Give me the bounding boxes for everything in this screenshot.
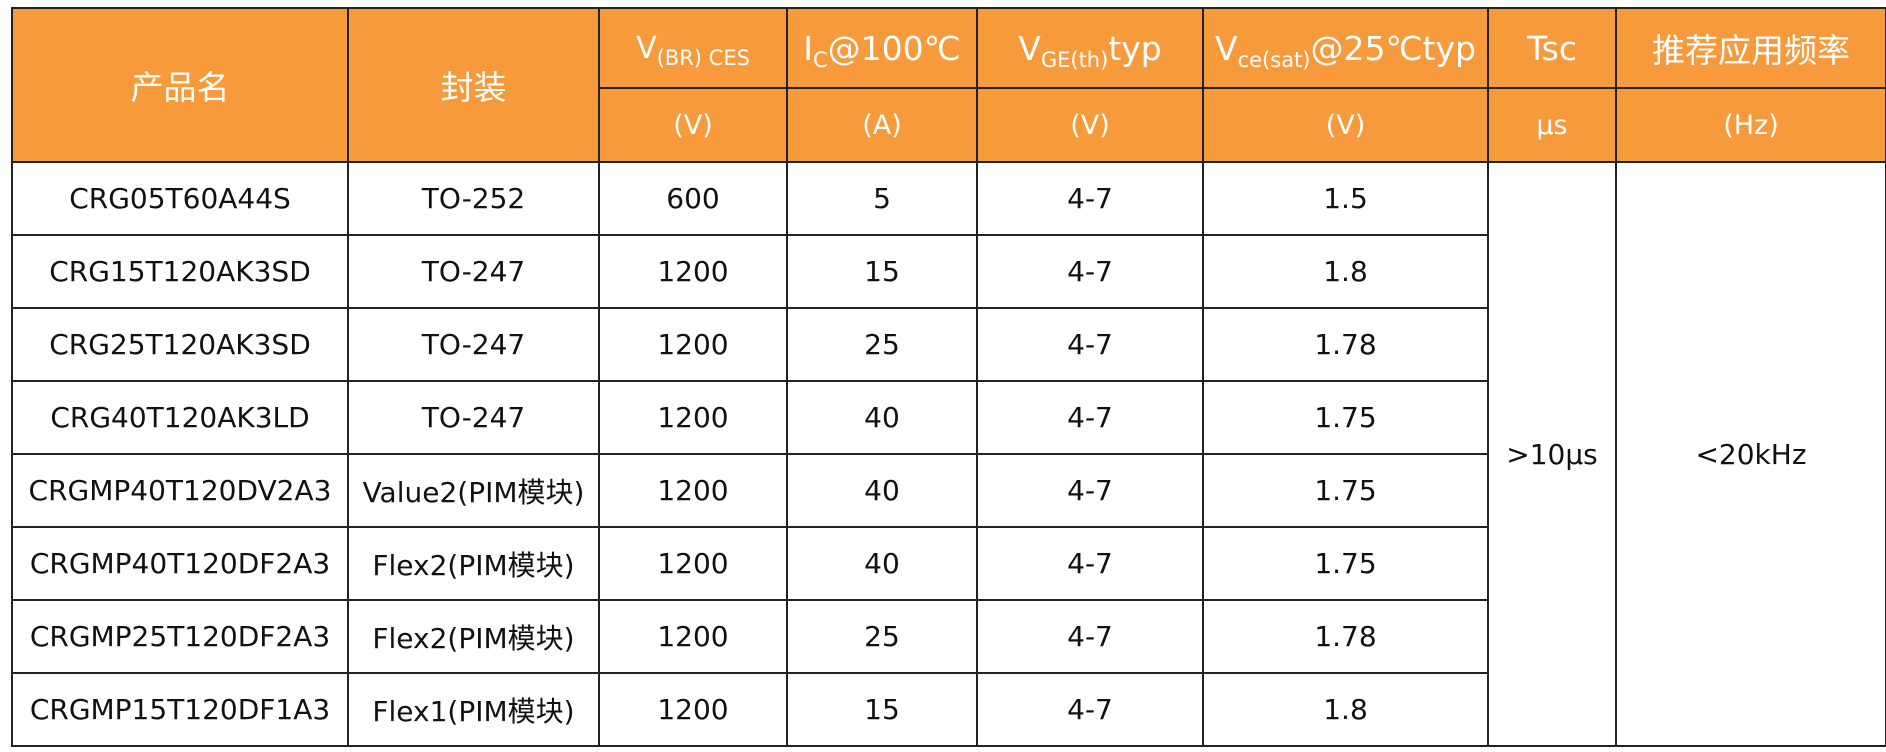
cell-ic: 15: [786, 234, 978, 309]
unit-ic: (A): [786, 87, 978, 163]
cell-vce: 1.8: [1202, 234, 1489, 309]
table-row: CRGMP15T120DF1A3 Flex1(PIM模块) 1200 15 4-…: [11, 672, 1886, 747]
cell-package: TO-247: [347, 307, 600, 382]
cell-vge: 4-7: [976, 161, 1204, 236]
cell-ic: 40: [786, 380, 978, 455]
header-vge: VGE(th)typ: [976, 7, 1204, 89]
cell-vbr: 1200: [598, 526, 788, 601]
igbt-spec-table: 产品名 封装 V(BR) CES IC@100℃ VGE(th)typ Vce(…: [11, 7, 1886, 747]
cell-vce: 1.75: [1202, 453, 1489, 528]
header-ic-tail: @100℃: [827, 28, 961, 68]
header-vge-tail: typ: [1108, 28, 1162, 68]
table-body: CRG05T60A44S TO-252 600 5 4-7 1.5 >10μs …: [11, 161, 1886, 747]
table-row: CRGMP25T120DF2A3 Flex2(PIM模块) 1200 25 4-…: [11, 599, 1886, 674]
header-vbr: V(BR) CES: [598, 7, 788, 89]
cell-vce: 1.78: [1202, 307, 1489, 382]
cell-package: TO-247: [347, 380, 600, 455]
cell-vge: 4-7: [976, 526, 1204, 601]
cell-ic: 40: [786, 526, 978, 601]
cell-vbr: 1200: [598, 380, 788, 455]
cell-vge: 4-7: [976, 307, 1204, 382]
cell-vce: 1.5: [1202, 161, 1489, 236]
unit-vce: (V): [1202, 87, 1489, 163]
cell-vbr: 1200: [598, 307, 788, 382]
cell-tsc-shared: >10μs: [1487, 161, 1617, 747]
cell-name: CRG05T60A44S: [11, 161, 349, 236]
cell-ic: 15: [786, 672, 978, 747]
header-ic-main: I: [803, 28, 813, 68]
cell-vge: 4-7: [976, 599, 1204, 674]
header-ic: IC@100℃: [786, 7, 978, 89]
table-header: 产品名 封装 V(BR) CES IC@100℃ VGE(th)typ Vce(…: [11, 7, 1886, 163]
cell-name: CRGMP40T120DV2A3: [11, 453, 349, 528]
unit-tsc: μs: [1487, 87, 1617, 163]
cell-vce: 1.8: [1202, 672, 1489, 747]
cell-package: Flex2(PIM模块): [347, 599, 600, 674]
header-vbr-sub: (BR) CES: [656, 45, 750, 70]
cell-vce: 1.75: [1202, 526, 1489, 601]
unit-vbr: (V): [598, 87, 788, 163]
cell-vbr: 1200: [598, 234, 788, 309]
cell-vce: 1.78: [1202, 599, 1489, 674]
table-row: CRGMP40T120DV2A3 Value2(PIM模块) 1200 40 4…: [11, 453, 1886, 528]
cell-name: CRGMP40T120DF2A3: [11, 526, 349, 601]
cell-vce: 1.75: [1202, 380, 1489, 455]
cell-package: TO-247: [347, 234, 600, 309]
cell-vbr: 600: [598, 161, 788, 236]
table-row: CRG15T120AK3SD TO-247 1200 15 4-7 1.8: [11, 234, 1886, 309]
cell-vge: 4-7: [976, 672, 1204, 747]
cell-vge: 4-7: [976, 234, 1204, 309]
cell-freq-shared: <20kHz: [1615, 161, 1886, 747]
cell-ic: 25: [786, 599, 978, 674]
cell-package: Flex2(PIM模块): [347, 526, 600, 601]
header-package: 封装: [347, 7, 600, 163]
cell-vge: 4-7: [976, 380, 1204, 455]
cell-package: Flex1(PIM模块): [347, 672, 600, 747]
cell-name: CRG25T120AK3SD: [11, 307, 349, 382]
table-row: CRGMP40T120DF2A3 Flex2(PIM模块) 1200 40 4-…: [11, 526, 1886, 601]
cell-vge: 4-7: [976, 453, 1204, 528]
header-vce-sub: ce(sat): [1237, 47, 1311, 72]
cell-name: CRG15T120AK3SD: [11, 234, 349, 309]
table-row: CRG25T120AK3SD TO-247 1200 25 4-7 1.78: [11, 307, 1886, 382]
header-freq: 推荐应用频率: [1615, 7, 1886, 89]
table-row: CRG05T60A44S TO-252 600 5 4-7 1.5 >10μs …: [11, 161, 1886, 747]
header-ic-sub: C: [813, 47, 828, 72]
table-row: CRG40T120AK3LD TO-247 1200 40 4-7 1.75: [11, 380, 1886, 455]
unit-freq: (Hz): [1615, 87, 1886, 163]
cell-name: CRG40T120AK3LD: [11, 380, 349, 455]
cell-name: CRGMP15T120DF1A3: [11, 672, 349, 747]
header-vge-sub: GE(th): [1040, 47, 1109, 72]
header-vce-main: V: [1215, 28, 1238, 68]
cell-ic: 5: [786, 161, 978, 236]
header-product-name: 产品名: [11, 7, 349, 163]
cell-package: Value2(PIM模块): [347, 453, 600, 528]
cell-package: TO-252: [347, 161, 600, 236]
cell-ic: 25: [786, 307, 978, 382]
cell-ic: 40: [786, 453, 978, 528]
header-vce: Vce(sat)@25℃typ: [1202, 7, 1489, 89]
header-vce-tail: @25℃typ: [1310, 28, 1476, 68]
header-vbr-main: V: [636, 30, 657, 66]
cell-vbr: 1200: [598, 453, 788, 528]
cell-name: CRGMP25T120DF2A3: [11, 599, 349, 674]
header-vge-main: V: [1018, 28, 1041, 68]
cell-vbr: 1200: [598, 672, 788, 747]
unit-vge: (V): [976, 87, 1204, 163]
cell-vbr: 1200: [598, 599, 788, 674]
header-tsc: Tsc: [1487, 7, 1617, 89]
